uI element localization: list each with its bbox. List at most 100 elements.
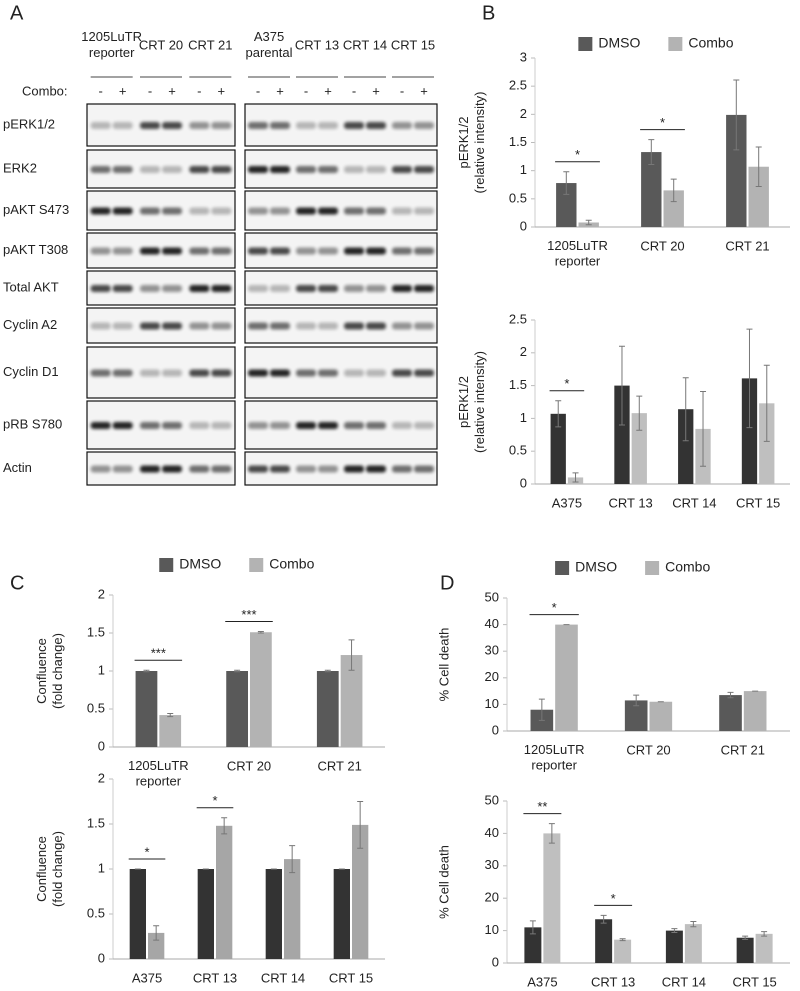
blot-band [414,369,434,377]
blot-band [414,166,434,173]
blot-band [90,285,111,292]
blot-band [248,166,268,173]
bar [555,624,578,731]
x-tick-label: CRT 15 [732,974,776,989]
blot-box [86,346,236,399]
x-tick-label: CRT 21 [721,742,765,757]
blot-band [90,207,111,215]
blot-band [112,422,133,429]
blot-row-label: pERK1/2 [3,116,55,131]
bar [684,924,702,963]
blot-band [162,322,182,330]
blot-band [296,285,316,292]
legend-swatch [555,561,570,575]
blot-band [211,322,232,330]
legend-label: Combo [269,556,314,572]
blot-band [140,369,160,377]
error-bar [289,845,296,874]
blot-band [344,285,364,292]
x-tick-label: A375 [552,495,582,510]
bar [352,824,369,959]
blot-band [211,369,232,377]
blot-box [86,103,236,147]
significance-mark: * [611,891,616,906]
significance-mark: * [564,376,569,391]
x-tick-label: CRT 15 [736,495,780,510]
blot-band [296,247,316,255]
blot-band [189,166,210,173]
bar [340,655,363,747]
x-tick-label: 1205LuTR reporter [128,758,189,789]
bar [748,166,769,227]
x-tick-label: CRT 15 [329,970,373,985]
bar [159,715,182,747]
panel-label: D [440,572,454,594]
treatment-sign: - [400,83,404,98]
x-tick-label: CRT 14 [662,974,706,989]
bar [265,869,282,959]
x-tick-label: 1205LuTR reporter [547,238,608,269]
y-tick-label: 50 [485,792,499,807]
blot-band [140,122,160,129]
blot-row-label: Total AKT [3,279,59,294]
bar [665,930,683,963]
blot-band [344,422,364,429]
error-bar [153,925,160,941]
blot-band [296,322,316,330]
x-tick-label: A375 [527,974,557,989]
error-bar [682,377,689,442]
error-bar [670,178,677,203]
blot-band [270,322,290,330]
blot-band [318,207,338,215]
y-axis-label: % Cell death [436,628,451,702]
bar [624,700,648,731]
bar [719,695,742,731]
blot-band [392,422,412,429]
error-bar [619,938,626,942]
lane-label: A375 parental [246,30,293,61]
blot-band [344,247,364,255]
legend-label: DMSO [598,35,640,51]
blot-band [211,422,232,429]
legend-label: Combo [688,35,733,51]
error-bar [763,364,770,442]
blot-band [414,247,434,255]
bar [148,932,165,959]
blot-band [162,465,182,473]
blot-band [296,369,316,377]
y-tick-label: 0.5 [87,700,105,715]
y-tick-label: 40 [485,825,499,840]
blot-band [90,465,111,473]
blot-band [270,285,290,292]
bar [197,869,214,959]
legend-label: DMSO [575,559,617,575]
blot-band [90,166,111,173]
lane-label: CRT 15 [391,37,435,52]
error-bar [690,921,697,928]
blot-band [90,322,111,330]
y-tick-label: 2.5 [509,78,527,93]
blot-band [270,166,290,173]
blot-box [86,400,236,450]
y-tick-label: 0 [98,738,105,753]
blot-band [162,422,182,429]
blot-band [392,247,412,255]
blot-band [248,465,268,473]
error-bar [167,713,174,718]
blot-band [162,369,182,377]
blot-row-label: Cyclin D1 [3,364,59,379]
significance-mark: * [552,600,557,615]
blot-band [90,122,111,129]
bar [631,413,647,484]
blot-band [112,465,133,473]
y-tick-label: 0 [520,475,527,490]
blot-band [296,122,316,129]
blot-band [270,465,290,473]
error-bar [648,139,655,165]
blot-band [318,465,338,473]
error-bar [548,823,555,844]
blot-band [248,285,268,292]
y-tick-label: 10 [485,922,499,937]
legend-label: Combo [665,559,710,575]
blot-band [414,207,434,215]
